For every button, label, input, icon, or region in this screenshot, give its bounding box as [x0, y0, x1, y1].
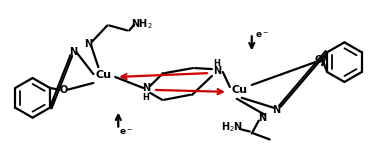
Text: Cu: Cu [95, 70, 111, 80]
Text: N: N [273, 105, 281, 115]
Text: N: N [258, 113, 266, 123]
Text: N: N [84, 39, 93, 49]
Text: N: N [70, 47, 77, 57]
Text: H$_2$N: H$_2$N [221, 121, 243, 134]
Text: H: H [143, 93, 150, 102]
Text: O: O [314, 55, 322, 65]
Text: O: O [60, 85, 68, 95]
Text: e$^-$: e$^-$ [119, 128, 133, 137]
Text: N: N [213, 66, 221, 76]
Text: Cu: Cu [232, 85, 248, 95]
Text: NH$_2$: NH$_2$ [131, 18, 153, 31]
Text: N: N [142, 83, 150, 93]
Text: e$^-$: e$^-$ [255, 31, 269, 40]
Text: H: H [214, 59, 220, 68]
